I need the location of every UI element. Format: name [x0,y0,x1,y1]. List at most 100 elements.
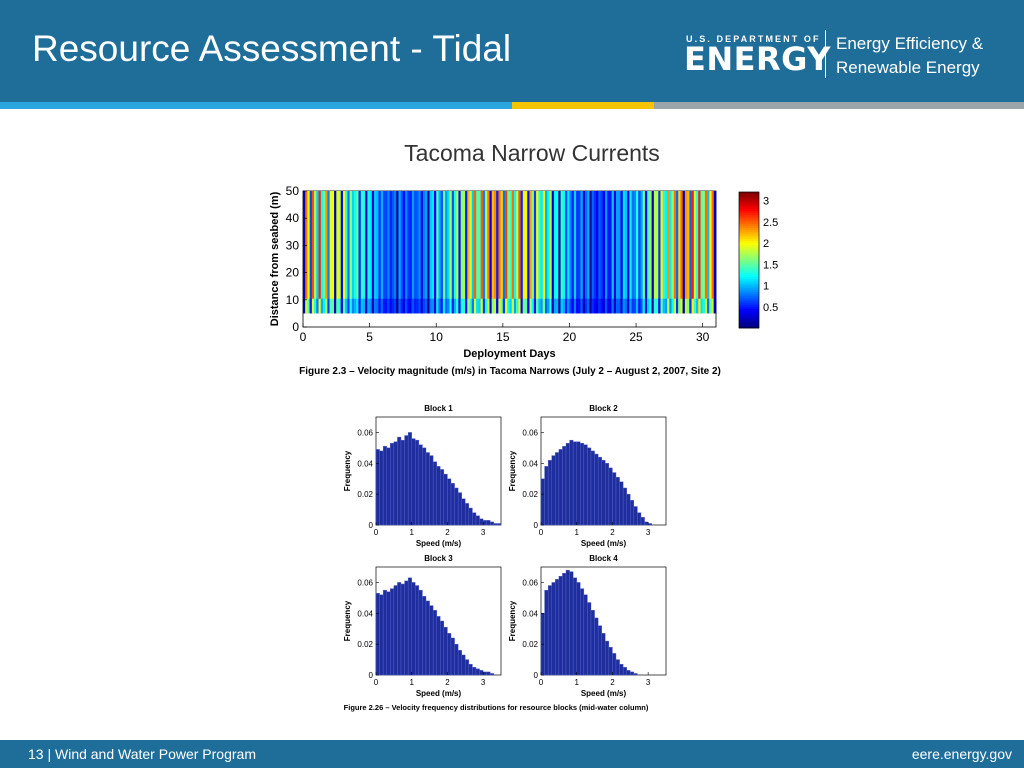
heatmap-cell [700,191,703,314]
heatmap-cell [442,298,446,314]
colorbar-segment [739,209,759,212]
heatmap-caption: Figure 2.3 – Velocity magnitude (m/s) in… [299,366,721,377]
heatmap-cell [656,298,659,314]
heatmap-cell [658,191,661,314]
colorbar-segment [739,317,759,320]
histogram-bar [572,577,577,676]
histogram-2: Block 2 0 1 2 3 0 0.02 0.04 0.06 Speed (m/s) Frequ… [508,404,667,548]
heatmap-cell [489,298,493,314]
histogram-bar [544,466,549,526]
heatmap-cell [305,298,308,314]
histogram-bar [644,521,649,526]
heatmap-cell [525,191,528,314]
histogram-bar [633,673,638,676]
heatmap-cell [618,191,621,314]
colorbar-segment [739,296,759,299]
histogram-x-tick-label: 1 [574,528,579,537]
heatmap-cell [502,298,506,314]
heatmap-cell [533,298,537,314]
heatmap-cell [707,298,710,314]
histogram-bar [465,659,470,676]
heatmap-cell [331,191,335,314]
heatmap-cell [438,191,441,314]
heatmap-cell [678,191,681,314]
heatmap-cell [469,191,473,314]
heatmap-cell [696,298,699,314]
heatmap-cell [602,298,606,314]
heatmap-cell [502,191,506,314]
heatmap-cell [465,298,468,314]
heatmap-cell [331,298,335,314]
heatmap-cell [347,191,350,314]
heatmap-cell [360,298,364,314]
histogram-y-tick-label: 0.04 [357,609,373,618]
heatmap-cell [480,191,484,314]
heatmap-cell [471,191,475,314]
heatmap-cell [560,191,564,314]
histogram-bar [418,589,423,676]
colorbar-segment [739,274,759,278]
heatmap-cell [660,298,664,314]
colorbar-segment [739,255,759,259]
heatmap-cell [391,298,395,314]
histogram-bar [418,444,423,526]
heatmap-cell [638,298,641,314]
heatmap-cell [558,191,561,314]
heatmap-cell [409,191,413,314]
heatmap-cell [498,298,501,314]
histogram-title: Block 2 [589,404,618,413]
footer-program-text: 13 | Wind and Water Power Program [28,746,256,762]
slide-title: Resource Assessment - Tidal [32,28,512,69]
heatmap-cell [334,191,337,314]
heatmap-cell [405,298,408,314]
heatmap-cell [680,191,683,314]
heatmap-cell [640,191,644,314]
accent-stripe-gray [654,102,1024,109]
heatmap-cell [451,298,455,314]
heatmap-cell [354,191,357,314]
histogram-x-tick-label: 1 [409,528,414,537]
heatmap-cell [356,298,359,314]
heatmap-cell [582,298,586,314]
heatmap-cell [518,191,521,314]
heatmap-cell [687,191,690,314]
histogram-bar [461,654,466,676]
histogram-x-tick-label: 2 [610,528,615,537]
histogram-x-axis-label: Speed (m/s) [581,539,627,548]
velocity-heatmap: 0 5 10 15 20 25 30 0 10 20 30 40 50 Deployment Days… [269,184,778,377]
heatmap-cell [587,191,590,314]
heatmap-cell [482,191,486,314]
heatmap-cell [676,298,679,314]
histogram-bar [422,596,427,676]
heatmap-cell [374,298,377,314]
colorbar-segment [739,234,759,238]
heatmap-cell [500,191,504,314]
heatmap-cell [489,191,493,314]
heatmap-cell [342,298,346,314]
heatmap-cell [662,298,666,314]
heatmap-cell [371,191,375,314]
heatmap-cell [549,298,552,314]
heatmap-cell [396,298,399,314]
heatmap-cell [351,191,355,314]
histogram-bar [576,441,581,526]
heatmap-cell [553,191,557,314]
heatmap-cell [349,298,353,314]
colorbar-segment [739,251,759,255]
histogram-bar [647,523,652,526]
heatmap-cell [567,191,570,314]
heatmap-cell [704,298,708,314]
histogram-bar [551,455,556,526]
heatmap-cell [425,191,428,314]
heatmap-cell [496,298,499,314]
colorbar-segment [739,221,759,225]
heatmap-x-axis-label: Deployment Days [463,348,555,360]
colorbar-tick-label: 0.5 [763,302,778,314]
heatmap-cell [633,191,637,314]
histogram-bar [386,591,391,676]
heatmap-cell [367,298,370,314]
colorbar-segment [739,325,759,329]
heatmap-cell [329,191,333,314]
heatmap-colorbar: 0.5 1 1.5 2 2.5 3 [738,191,778,329]
heatmap-cell [591,191,595,314]
